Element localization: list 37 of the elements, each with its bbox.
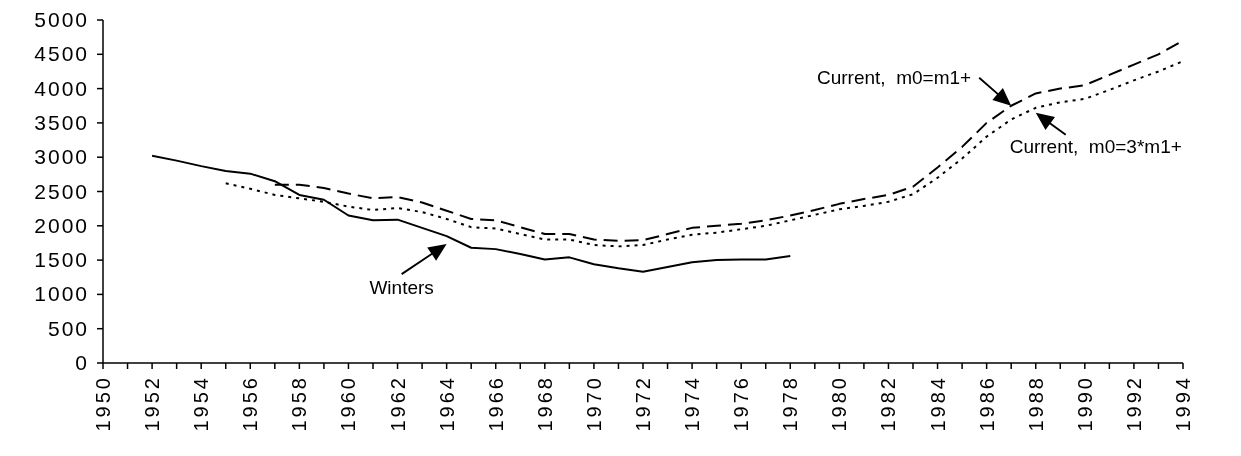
x-tick-label: 1984 xyxy=(926,375,949,432)
x-tick-label: 1966 xyxy=(484,375,507,432)
x-tick-label: 1994 xyxy=(1172,375,1194,432)
x-tick-label: 1976 xyxy=(730,375,753,432)
x-tick-label: 1990 xyxy=(1073,375,1096,432)
x-tick-label: 1952 xyxy=(141,375,164,432)
x-tick-label: 1968 xyxy=(533,375,556,432)
x-tick-label: 1980 xyxy=(828,375,851,432)
x-tick-label: 1986 xyxy=(975,375,998,432)
y-tick-label: 4500 xyxy=(34,42,89,66)
x-tick-label: 1950 xyxy=(92,375,114,432)
x-tick-label: 1972 xyxy=(632,375,654,432)
x-tick-label: 1964 xyxy=(435,375,458,432)
y-tick-label: 2500 xyxy=(34,179,89,203)
x-tick-label: 1954 xyxy=(190,375,213,432)
x-tick-label: 1978 xyxy=(779,375,802,432)
x-tick-label: 1970 xyxy=(582,375,605,432)
x-tick-label: 1988 xyxy=(1024,375,1047,432)
y-tick-label: 3000 xyxy=(34,145,89,169)
x-tick-label: 1982 xyxy=(877,375,900,432)
y-tick-label: 4000 xyxy=(34,76,89,100)
annotation: Winters xyxy=(369,277,434,299)
y-tick-label: 5000 xyxy=(34,8,89,31)
annotation: Current, m0=m1+ xyxy=(817,66,972,88)
y-tick-label: 1000 xyxy=(34,282,89,306)
x-tick-label: 1974 xyxy=(681,375,704,432)
x-tick-label: 1958 xyxy=(288,375,311,432)
x-tick-label: 1992 xyxy=(1122,375,1145,432)
x-tick-label: 1962 xyxy=(386,375,409,432)
y-tick-label: 1500 xyxy=(34,248,89,272)
y-tick-label: 500 xyxy=(47,316,89,340)
y-tick-label: 2000 xyxy=(34,213,89,237)
y-tick-label: 0 xyxy=(75,351,89,374)
x-tick-label: 1960 xyxy=(337,375,360,432)
x-tick-label: 1956 xyxy=(239,375,262,432)
annotation: Current, m0=3*m1+ xyxy=(1009,135,1182,157)
y-tick-label: 3500 xyxy=(34,110,89,134)
